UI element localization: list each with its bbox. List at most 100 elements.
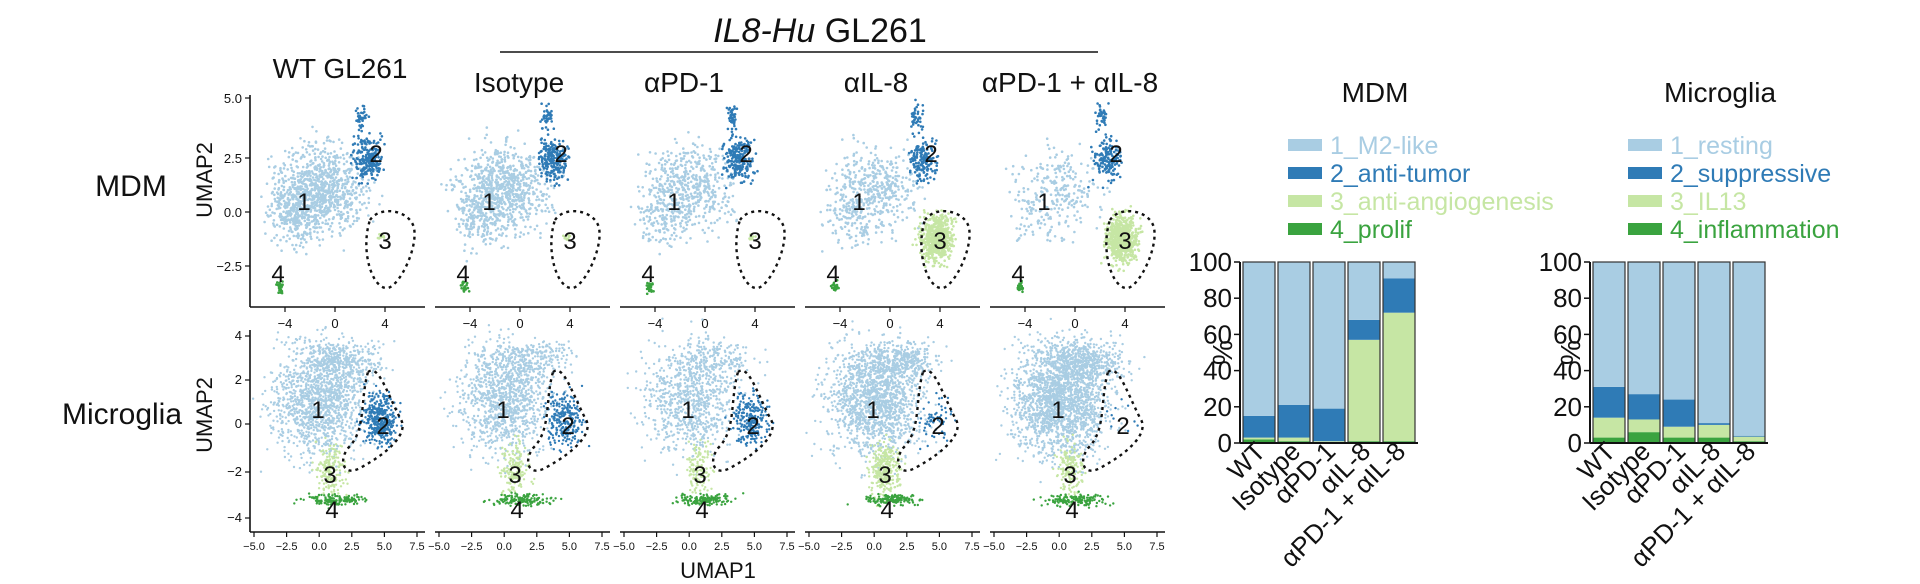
x-tick-label: 2.5 — [1084, 541, 1099, 553]
x-tick-label: 5.0 — [377, 541, 392, 553]
bar-segment — [1313, 408, 1345, 442]
cluster-3-points — [748, 233, 757, 241]
bar-segment — [1278, 437, 1310, 442]
chart-title: Microglia — [1664, 77, 1776, 108]
bar-chart-microglia: Microglia 1_resting2_suppressive3_IL134_i… — [1539, 77, 1840, 573]
x-tick-label: 7.5 — [779, 541, 794, 553]
cluster-3-points — [376, 232, 386, 240]
legend-swatch — [1288, 195, 1322, 207]
bar-segment — [1628, 394, 1660, 420]
legend-label: 2_anti-tumor — [1330, 160, 1470, 188]
cluster-2-gate — [1081, 369, 1144, 472]
bar-segment — [1698, 262, 1730, 424]
x-tick-label: −5.0 — [243, 541, 265, 553]
umap-panels: 1 2 3 4 −4 0 4 5.0 2.5 0.0 −2.5 1 2 3 4 −5.0 −2.5 0.0 2.5 5… — [216, 91, 1165, 553]
cluster-2-points — [725, 105, 739, 136]
cluster-1-points — [629, 179, 694, 256]
x-tick-label: 2.5 — [529, 541, 544, 553]
legend-swatch — [1288, 167, 1322, 179]
cluster-4-points — [275, 280, 284, 295]
bar-segment — [1348, 262, 1380, 320]
umap-microglia-panel: 1 2 3 4 −5.0 −2.5 0.0 2.5 5.0 7.5 4 2 0 −2 −4 — [227, 325, 425, 553]
cluster-1-points — [626, 317, 760, 477]
y-tick-label: 40 — [1553, 356, 1582, 386]
x-tick-label: 5.0 — [562, 541, 577, 553]
x-tick-label: 5.0 — [932, 541, 947, 553]
cluster-label: 2 — [924, 141, 937, 168]
y-tick-label: 20 — [1203, 392, 1232, 422]
group-title-rest: GL261 — [815, 12, 927, 50]
cluster-label: 3 — [693, 462, 706, 489]
cluster-3-points — [311, 436, 350, 502]
cluster-4-points — [829, 279, 840, 292]
legend-swatch — [1628, 223, 1662, 235]
x-tick-label: 2.5 — [344, 541, 359, 553]
cluster-2-points — [1087, 133, 1123, 190]
x-tick-label: −4 — [278, 316, 293, 331]
cluster-1-points — [1010, 187, 1064, 243]
bar-segment — [1663, 426, 1695, 438]
y-tick-label: 5.0 — [224, 91, 242, 106]
x-tick-label: 0 — [701, 316, 708, 331]
cluster-2-points — [349, 131, 386, 185]
condition-label-ail8: αIL-8 — [844, 67, 908, 98]
condition-label-apd1: αPD-1 — [644, 67, 724, 98]
cluster-3-points — [686, 438, 716, 503]
legend-swatch — [1628, 195, 1662, 207]
cluster-4-points — [459, 280, 471, 293]
y-axis-label: % — [1207, 340, 1238, 365]
cluster-1-points — [821, 133, 927, 247]
cluster-label: 2 — [1116, 413, 1129, 440]
cluster-4-points — [293, 492, 368, 510]
y-tick-label: 40 — [1203, 356, 1232, 386]
x-tick-label: −5.0 — [428, 541, 450, 553]
legend-label: 4_prolif — [1330, 216, 1412, 244]
cluster-label: 2 — [739, 141, 752, 168]
cluster-label: 2 — [931, 413, 944, 440]
x-tick-label: 2.5 — [899, 541, 914, 553]
bar-segment — [1348, 339, 1380, 442]
x-tick-label: 0 — [331, 316, 338, 331]
cluster-label: 1 — [667, 189, 680, 216]
cluster-label: 3 — [1118, 228, 1131, 255]
cluster-label: 3 — [933, 228, 946, 255]
legend-label: 3_IL13 — [1670, 188, 1746, 216]
cluster-1-points — [636, 131, 741, 248]
cluster-1-points — [1032, 330, 1146, 389]
umap-ylabel-microglia: UMAP2 — [192, 377, 217, 453]
bar-segment — [1243, 415, 1275, 438]
x-tick-label: 0 — [1071, 316, 1078, 331]
y-tick-label: 20 — [1553, 392, 1582, 422]
bar-segment — [1243, 437, 1275, 440]
chart-title: MDM — [1342, 77, 1409, 108]
cluster-label: 3 — [748, 228, 761, 255]
x-tick-label: 4 — [1121, 316, 1128, 331]
cluster-4-points — [645, 281, 655, 296]
x-tick-label: −2.5 — [461, 541, 483, 553]
legend-swatch — [1288, 223, 1322, 235]
umap-microglia-panel: 1 2 3 4 −5.0 −2.5 0.0 2.5 5.0 7.5 — [798, 320, 980, 553]
cluster-1-points — [844, 333, 953, 391]
y-tick-label: 60 — [1553, 319, 1582, 349]
cluster-label: 1 — [1051, 397, 1064, 424]
umap-mdm-panel: 1 2 3 4 −4 0 4 5.0 2.5 0.0 −2.5 — [216, 91, 425, 331]
x-tick-label: 0 — [886, 316, 893, 331]
y-tick-label: 2 — [235, 372, 242, 387]
y-tick-label: 100 — [1539, 247, 1582, 277]
cluster-label: 3 — [1063, 462, 1076, 489]
legend-label: 1_M2-like — [1330, 132, 1438, 160]
cluster-2-points — [918, 391, 957, 451]
legend-swatch — [1628, 139, 1662, 151]
umap-mdm-panel: 1 2 3 4 −4 0 4 — [990, 102, 1165, 331]
y-tick-label: −2.5 — [216, 259, 242, 274]
legend-label: 4_inflammation — [1670, 216, 1840, 244]
cluster-3-points — [1052, 433, 1087, 500]
cluster-label: 4 — [325, 497, 338, 524]
cluster-label: 2 — [746, 413, 759, 440]
cluster-3-gate — [1105, 210, 1156, 290]
cluster-1-points — [805, 320, 941, 479]
y-tick-label: 0 — [1218, 428, 1232, 458]
cluster-2-points — [720, 134, 759, 190]
cluster-3-points — [496, 434, 536, 497]
